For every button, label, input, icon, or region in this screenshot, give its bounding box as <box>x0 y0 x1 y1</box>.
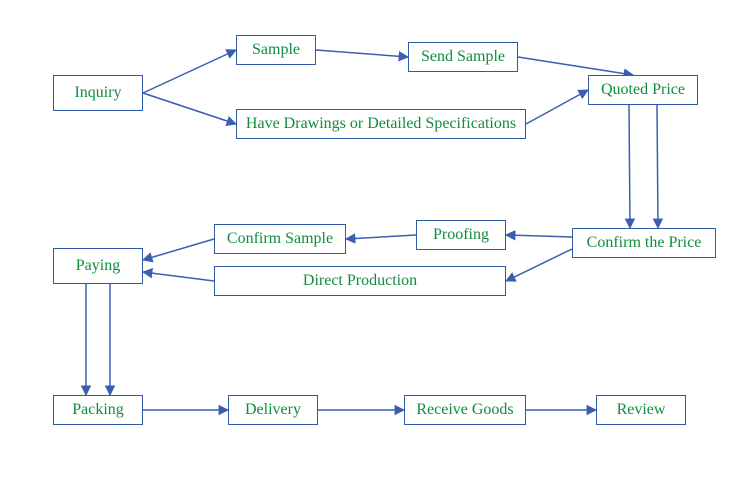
node-label: Confirm Sample <box>227 230 333 248</box>
node-label: Quoted Price <box>601 81 685 99</box>
node-label: Send Sample <box>421 48 505 66</box>
node-label: Inquiry <box>74 84 121 102</box>
node-label: Confirm the Price <box>587 234 702 252</box>
node-proofing: Proofing <box>416 220 506 250</box>
node-sample: Sample <box>236 35 316 65</box>
node-paying: Paying <box>53 248 143 284</box>
node-receive-goods: Receive Goods <box>404 395 526 425</box>
node-quoted-price: Quoted Price <box>588 75 698 105</box>
node-direct-prod: Direct Production <box>214 266 506 296</box>
node-confirm-price: Confirm the Price <box>572 228 716 258</box>
node-label: Receive Goods <box>416 401 513 419</box>
node-label: Direct Production <box>303 272 417 290</box>
flowchart-canvas: Inquiry Sample Send Sample Have Drawings… <box>0 0 750 500</box>
node-label: Delivery <box>245 401 301 419</box>
node-packing: Packing <box>53 395 143 425</box>
node-label: Have Drawings or Detailed Specifications <box>246 115 516 133</box>
node-label: Sample <box>252 41 300 59</box>
node-label: Proofing <box>433 226 489 244</box>
node-review: Review <box>596 395 686 425</box>
node-label: Review <box>617 401 666 419</box>
node-inquiry: Inquiry <box>53 75 143 111</box>
node-send-sample: Send Sample <box>408 42 518 72</box>
node-delivery: Delivery <box>228 395 318 425</box>
node-have-drawings: Have Drawings or Detailed Specifications <box>236 109 526 139</box>
node-label: Packing <box>72 401 124 419</box>
node-confirm-sample: Confirm Sample <box>214 224 346 254</box>
node-label: Paying <box>76 257 120 275</box>
